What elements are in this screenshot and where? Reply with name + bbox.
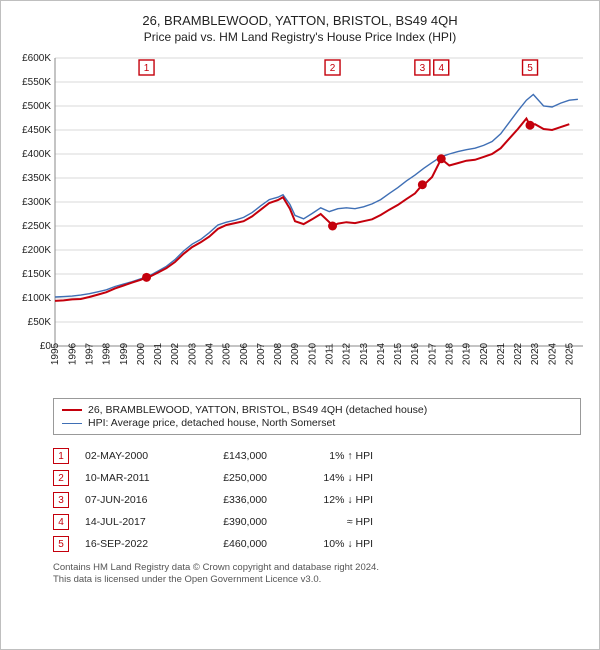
svg-text:4: 4 bbox=[438, 63, 444, 74]
event-price: £336,000 bbox=[197, 494, 267, 506]
svg-text:2004: 2004 bbox=[204, 342, 215, 365]
svg-text:1996: 1996 bbox=[67, 342, 78, 365]
svg-text:2017: 2017 bbox=[427, 342, 438, 365]
chart-frame: 26, BRAMBLEWOOD, YATTON, BRISTOL, BS49 4… bbox=[0, 0, 600, 650]
event-date: 16-SEP-2022 bbox=[85, 538, 181, 550]
svg-text:£250K: £250K bbox=[22, 221, 51, 232]
svg-text:1: 1 bbox=[144, 63, 150, 74]
event-index-box: 3 bbox=[53, 492, 69, 508]
footer-line1: Contains HM Land Registry data © Crown c… bbox=[53, 562, 581, 574]
legend-swatch-a bbox=[62, 409, 82, 411]
legend-label-a: 26, BRAMBLEWOOD, YATTON, BRISTOL, BS49 4… bbox=[88, 404, 427, 416]
svg-text:2: 2 bbox=[330, 63, 336, 74]
svg-text:2015: 2015 bbox=[393, 342, 404, 365]
event-row: 2 10-MAR-2011 £250,000 14% ↓ HPI bbox=[53, 470, 581, 486]
svg-text:2011: 2011 bbox=[324, 343, 335, 365]
event-price: £143,000 bbox=[197, 450, 267, 462]
svg-text:£350K: £350K bbox=[22, 173, 51, 184]
event-date: 14-JUL-2017 bbox=[85, 516, 181, 528]
svg-text:£150K: £150K bbox=[22, 269, 51, 280]
event-row: 4 14-JUL-2017 £390,000 ≈ HPI bbox=[53, 514, 581, 530]
event-price: £390,000 bbox=[197, 516, 267, 528]
svg-text:1995: 1995 bbox=[50, 342, 61, 365]
svg-text:2021: 2021 bbox=[496, 342, 507, 365]
legend-item-a: 26, BRAMBLEWOOD, YATTON, BRISTOL, BS49 4… bbox=[62, 404, 572, 416]
event-date: 02-MAY-2000 bbox=[85, 450, 181, 462]
legend-label-b: HPI: Average price, detached house, Nort… bbox=[88, 417, 335, 429]
event-diff: 10% ↓ HPI bbox=[283, 538, 373, 550]
line-chart: £0£50K£100K£150K£200K£250K£300K£350K£400… bbox=[9, 52, 591, 382]
svg-text:£100K: £100K bbox=[22, 293, 51, 304]
svg-text:2020: 2020 bbox=[479, 342, 490, 365]
legend-item-b: HPI: Average price, detached house, Nort… bbox=[62, 417, 572, 429]
event-diff: ≈ HPI bbox=[283, 516, 373, 528]
svg-text:3: 3 bbox=[420, 63, 426, 74]
svg-text:2006: 2006 bbox=[239, 342, 250, 365]
svg-text:2003: 2003 bbox=[187, 342, 198, 365]
footer-line2: This data is licensed under the Open Gov… bbox=[53, 574, 581, 586]
event-row: 1 02-MAY-2000 £143,000 1% ↑ HPI bbox=[53, 448, 581, 464]
event-diff: 12% ↓ HPI bbox=[283, 494, 373, 506]
svg-text:1997: 1997 bbox=[84, 342, 95, 365]
svg-text:£450K: £450K bbox=[22, 125, 51, 136]
event-date: 07-JUN-2016 bbox=[85, 494, 181, 506]
svg-text:5: 5 bbox=[527, 63, 533, 74]
event-price: £460,000 bbox=[197, 538, 267, 550]
svg-text:2008: 2008 bbox=[273, 342, 284, 365]
footer: Contains HM Land Registry data © Crown c… bbox=[53, 562, 581, 587]
svg-text:£600K: £600K bbox=[22, 53, 51, 64]
svg-text:2019: 2019 bbox=[462, 342, 473, 365]
svg-text:2005: 2005 bbox=[222, 342, 233, 365]
svg-text:2001: 2001 bbox=[153, 342, 164, 365]
svg-text:2023: 2023 bbox=[530, 342, 541, 365]
chart-area: £0£50K£100K£150K£200K£250K£300K£350K£400… bbox=[9, 52, 591, 392]
event-index-box: 4 bbox=[53, 514, 69, 530]
event-row: 3 07-JUN-2016 £336,000 12% ↓ HPI bbox=[53, 492, 581, 508]
svg-text:2014: 2014 bbox=[376, 342, 387, 365]
svg-text:£400K: £400K bbox=[22, 149, 51, 160]
events-table: 1 02-MAY-2000 £143,000 1% ↑ HPI 2 10-MAR-2011… bbox=[53, 445, 581, 558]
svg-text:2013: 2013 bbox=[359, 342, 370, 365]
event-date: 10-MAR-2011 bbox=[85, 472, 181, 484]
svg-text:2007: 2007 bbox=[256, 342, 267, 365]
svg-text:2002: 2002 bbox=[170, 342, 181, 365]
svg-text:£200K: £200K bbox=[22, 245, 51, 256]
svg-text:1998: 1998 bbox=[102, 342, 113, 365]
chart-subtitle: Price paid vs. HM Land Registry's House … bbox=[9, 30, 591, 44]
event-index-box: 2 bbox=[53, 470, 69, 486]
chart-title: 26, BRAMBLEWOOD, YATTON, BRISTOL, BS49 4… bbox=[9, 13, 591, 28]
svg-text:2022: 2022 bbox=[513, 342, 524, 365]
event-row: 5 16-SEP-2022 £460,000 10% ↓ HPI bbox=[53, 536, 581, 552]
svg-text:1999: 1999 bbox=[119, 342, 130, 365]
svg-text:£50K: £50K bbox=[28, 317, 52, 328]
event-diff: 1% ↑ HPI bbox=[283, 450, 373, 462]
svg-text:2016: 2016 bbox=[410, 342, 421, 365]
svg-text:2009: 2009 bbox=[290, 342, 301, 365]
svg-text:£500K: £500K bbox=[22, 101, 51, 112]
event-index-box: 5 bbox=[53, 536, 69, 552]
svg-text:2025: 2025 bbox=[564, 342, 575, 365]
svg-text:2012: 2012 bbox=[342, 342, 353, 365]
svg-text:2024: 2024 bbox=[547, 342, 558, 365]
svg-text:£300K: £300K bbox=[22, 197, 51, 208]
svg-text:£550K: £550K bbox=[22, 77, 51, 88]
legend: 26, BRAMBLEWOOD, YATTON, BRISTOL, BS49 4… bbox=[53, 398, 581, 435]
legend-swatch-b bbox=[62, 423, 82, 424]
event-index-box: 1 bbox=[53, 448, 69, 464]
svg-text:2018: 2018 bbox=[444, 342, 455, 365]
event-diff: 14% ↓ HPI bbox=[283, 472, 373, 484]
event-price: £250,000 bbox=[197, 472, 267, 484]
svg-text:2010: 2010 bbox=[307, 342, 318, 365]
svg-text:2000: 2000 bbox=[136, 342, 147, 365]
